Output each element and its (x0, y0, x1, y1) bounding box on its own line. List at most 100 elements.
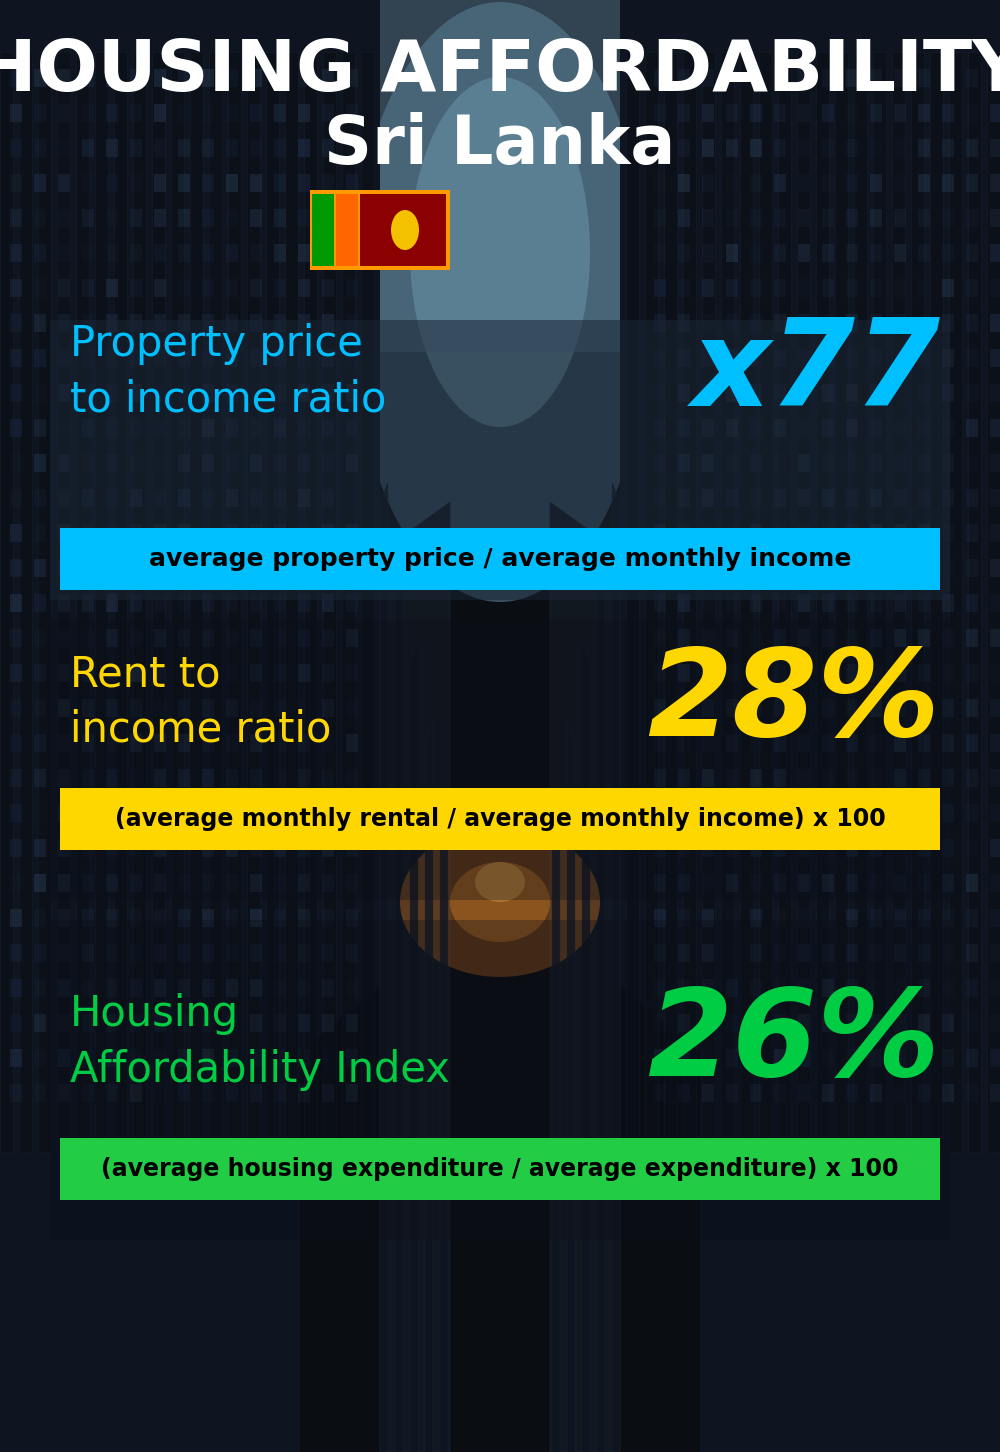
FancyBboxPatch shape (750, 664, 762, 682)
FancyBboxPatch shape (894, 244, 906, 261)
FancyBboxPatch shape (60, 529, 940, 590)
FancyBboxPatch shape (778, 52, 791, 1151)
Text: Property price
to income ratio: Property price to income ratio (70, 324, 386, 421)
FancyBboxPatch shape (966, 664, 978, 682)
FancyBboxPatch shape (298, 70, 310, 87)
FancyBboxPatch shape (702, 454, 714, 472)
FancyBboxPatch shape (846, 1013, 858, 1032)
FancyBboxPatch shape (870, 70, 882, 87)
FancyBboxPatch shape (10, 944, 22, 963)
FancyBboxPatch shape (678, 594, 690, 611)
FancyBboxPatch shape (10, 174, 22, 192)
FancyBboxPatch shape (34, 348, 46, 367)
FancyBboxPatch shape (726, 979, 738, 998)
FancyBboxPatch shape (346, 209, 358, 227)
FancyBboxPatch shape (870, 664, 882, 682)
FancyBboxPatch shape (298, 559, 310, 576)
Polygon shape (425, 722, 433, 1452)
FancyBboxPatch shape (726, 420, 738, 437)
FancyBboxPatch shape (918, 105, 930, 122)
FancyBboxPatch shape (726, 348, 738, 367)
FancyBboxPatch shape (58, 70, 70, 87)
FancyBboxPatch shape (10, 209, 22, 227)
FancyBboxPatch shape (942, 559, 954, 576)
FancyBboxPatch shape (894, 1048, 906, 1067)
FancyBboxPatch shape (250, 454, 262, 472)
FancyBboxPatch shape (106, 629, 118, 648)
FancyBboxPatch shape (274, 874, 286, 892)
FancyBboxPatch shape (178, 629, 190, 648)
FancyBboxPatch shape (285, 52, 298, 1151)
FancyBboxPatch shape (202, 1085, 214, 1102)
FancyBboxPatch shape (654, 348, 666, 367)
FancyBboxPatch shape (130, 698, 142, 717)
FancyBboxPatch shape (894, 1085, 906, 1102)
FancyBboxPatch shape (702, 559, 714, 576)
FancyBboxPatch shape (894, 383, 906, 402)
FancyBboxPatch shape (654, 454, 666, 472)
FancyBboxPatch shape (298, 874, 310, 892)
FancyBboxPatch shape (34, 454, 46, 472)
FancyBboxPatch shape (82, 559, 94, 576)
FancyBboxPatch shape (822, 735, 834, 752)
FancyBboxPatch shape (178, 524, 190, 542)
FancyBboxPatch shape (726, 524, 738, 542)
FancyBboxPatch shape (202, 629, 214, 648)
FancyBboxPatch shape (226, 420, 238, 437)
FancyBboxPatch shape (942, 420, 954, 437)
FancyBboxPatch shape (226, 839, 238, 857)
FancyBboxPatch shape (130, 420, 142, 437)
FancyBboxPatch shape (360, 195, 446, 266)
FancyBboxPatch shape (154, 244, 166, 261)
FancyBboxPatch shape (678, 174, 690, 192)
FancyBboxPatch shape (82, 1085, 94, 1102)
FancyBboxPatch shape (274, 524, 286, 542)
FancyBboxPatch shape (846, 909, 858, 926)
FancyBboxPatch shape (130, 383, 142, 402)
FancyBboxPatch shape (322, 314, 334, 333)
FancyBboxPatch shape (346, 420, 358, 437)
FancyBboxPatch shape (678, 979, 690, 998)
FancyBboxPatch shape (678, 874, 690, 892)
FancyBboxPatch shape (130, 804, 142, 822)
FancyBboxPatch shape (870, 420, 882, 437)
FancyBboxPatch shape (798, 1048, 810, 1067)
FancyBboxPatch shape (82, 70, 94, 87)
FancyBboxPatch shape (82, 839, 94, 857)
FancyBboxPatch shape (34, 839, 46, 857)
FancyBboxPatch shape (274, 979, 286, 998)
FancyBboxPatch shape (822, 839, 834, 857)
FancyBboxPatch shape (274, 735, 286, 752)
FancyBboxPatch shape (942, 804, 954, 822)
FancyBboxPatch shape (894, 804, 906, 822)
FancyBboxPatch shape (678, 420, 690, 437)
FancyBboxPatch shape (298, 594, 310, 611)
FancyBboxPatch shape (702, 839, 714, 857)
FancyBboxPatch shape (10, 735, 22, 752)
FancyBboxPatch shape (654, 698, 666, 717)
FancyBboxPatch shape (918, 804, 930, 822)
FancyBboxPatch shape (654, 664, 666, 682)
FancyBboxPatch shape (106, 383, 118, 402)
FancyBboxPatch shape (750, 629, 762, 648)
FancyBboxPatch shape (58, 735, 70, 752)
FancyBboxPatch shape (870, 1013, 882, 1032)
FancyBboxPatch shape (990, 105, 1000, 122)
FancyBboxPatch shape (726, 105, 738, 122)
FancyBboxPatch shape (274, 804, 286, 822)
FancyBboxPatch shape (178, 944, 190, 963)
FancyBboxPatch shape (822, 874, 834, 892)
FancyBboxPatch shape (990, 874, 1000, 892)
FancyBboxPatch shape (966, 804, 978, 822)
FancyBboxPatch shape (846, 770, 858, 787)
FancyBboxPatch shape (942, 1085, 954, 1102)
FancyBboxPatch shape (942, 770, 954, 787)
FancyBboxPatch shape (106, 944, 118, 963)
FancyBboxPatch shape (822, 1085, 834, 1102)
FancyBboxPatch shape (10, 454, 22, 472)
FancyBboxPatch shape (966, 139, 978, 157)
FancyBboxPatch shape (82, 944, 94, 963)
FancyBboxPatch shape (322, 70, 334, 87)
FancyBboxPatch shape (312, 195, 334, 266)
FancyBboxPatch shape (942, 629, 954, 648)
